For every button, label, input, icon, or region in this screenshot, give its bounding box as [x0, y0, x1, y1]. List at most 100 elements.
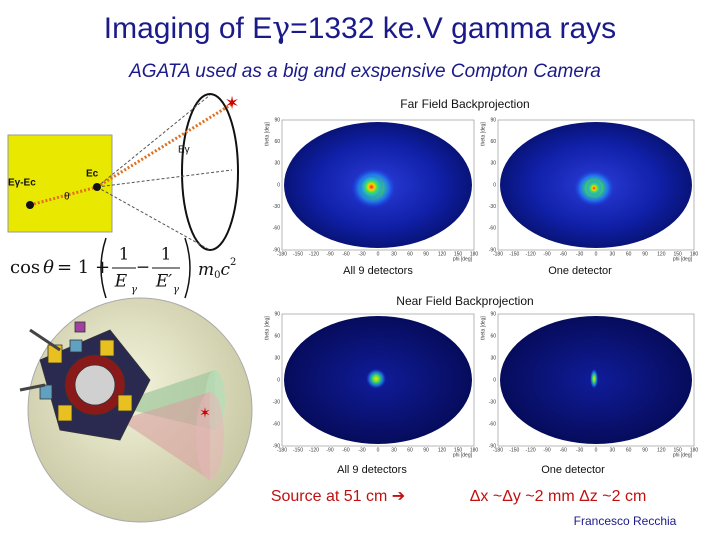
diagram-label: θ: [64, 192, 70, 203]
caption: All 9 detectors: [343, 265, 413, 277]
x-tick-label: 90: [642, 251, 648, 257]
x-tick-label: -30: [576, 251, 583, 257]
x-tick-label: -150: [293, 251, 303, 257]
formula-part: = 1 +: [57, 257, 110, 278]
formula-text: cos θ = 1 +: [10, 257, 110, 278]
x-tick-label: -120: [526, 251, 536, 257]
x-tick-label: 180: [690, 447, 699, 453]
y-tick-label: 90: [490, 311, 496, 317]
y-tick-label: 60: [490, 139, 496, 145]
x-tick-label: 150: [673, 447, 682, 453]
y-tick-label: 90: [274, 117, 280, 123]
diagram-label: Ec: [86, 169, 99, 180]
x-tick-label: 0: [377, 251, 380, 257]
formula-part: 0: [214, 270, 220, 281]
y-tick-label: 30: [274, 355, 280, 361]
y-axis-label: theta [deg]: [480, 316, 486, 340]
source-star: ✶: [199, 405, 211, 421]
y-tick-label: 30: [490, 355, 496, 361]
cone-base: [196, 392, 224, 480]
cone-line: [96, 186, 211, 251]
x-tick-label: -30: [358, 251, 365, 257]
subtitle: AGATA used as a big and exspensive Compt…: [128, 61, 601, 82]
x-tick-label: -150: [509, 447, 519, 453]
x-tick-label: -90: [543, 447, 550, 453]
caption: One detector: [541, 464, 605, 476]
y-tick-label: 0: [493, 182, 496, 188]
y-tick-label: 60: [274, 139, 280, 145]
x-tick-label: 120: [657, 447, 666, 453]
scatter-point: [93, 183, 101, 191]
y-axis-label: theta [deg]: [264, 316, 270, 340]
x-tick-label: -60: [560, 447, 567, 453]
x-tick-label: 90: [423, 447, 429, 453]
y-tick-label: 90: [490, 117, 496, 123]
paren: [184, 237, 191, 299]
hotspot: [590, 368, 599, 389]
formula-part: γ: [173, 285, 179, 296]
axis-line: [96, 169, 233, 188]
detector-box: [7, 134, 113, 233]
title-text: Imaging of E: [104, 12, 272, 45]
agata-render: ✶: [19, 297, 253, 523]
x-tick-label: 0: [595, 251, 598, 257]
x-tick-label: -60: [560, 251, 567, 257]
x-tick-label: 90: [642, 447, 648, 453]
formula-part: c: [221, 260, 231, 280]
x-axis-label: phi [deg]: [673, 256, 693, 262]
x-tick-label: -120: [309, 447, 319, 453]
x-tick-label: -90: [326, 251, 333, 257]
formula-part: cos: [10, 257, 40, 278]
y-axis-label: theta [deg]: [480, 122, 486, 146]
cone: [120, 392, 210, 480]
x-tick-label: 150: [454, 251, 463, 257]
x-tick-label: 30: [610, 251, 616, 257]
minus: −: [136, 258, 150, 278]
x-tick-label: -60: [342, 251, 349, 257]
x-tick-label: -120: [526, 447, 536, 453]
rod: [29, 328, 61, 352]
hotspot: [359, 174, 384, 199]
title-symbol: γ: [272, 11, 290, 46]
source-note: Source at 51 cm ➔: [271, 488, 405, 505]
y-tick-label: -30: [273, 204, 280, 210]
section-title: Near Field Backprojection: [396, 294, 533, 308]
x-tick-label: -180: [493, 251, 503, 257]
x-tick-label: 120: [438, 447, 447, 453]
x-tick-label: -150: [509, 251, 519, 257]
x-axis-label: phi [deg]: [453, 452, 473, 458]
hotspot: [366, 368, 387, 389]
title: Imaging of Eγ=1332 ke.V gamma rays: [104, 11, 616, 46]
y-tick-label: -60: [273, 226, 280, 232]
y-tick-label: 60: [490, 333, 496, 339]
hotspot: [586, 180, 603, 197]
gamma-path: [29, 185, 98, 207]
formula-part: E: [114, 272, 128, 292]
x-tick-label: 30: [391, 251, 397, 257]
x-axis-label: phi [deg]: [673, 452, 693, 458]
y-tick-label: 30: [490, 161, 496, 167]
section-title: Far Field Backprojection: [400, 97, 529, 111]
y-tick-label: -60: [273, 421, 280, 427]
formula-part: 1: [119, 245, 130, 265]
resolution: Δx ~Δy ~2 mm Δz ~2 cm: [470, 488, 647, 505]
y-tick-label: -60: [489, 421, 496, 427]
x-tick-label: 90: [423, 251, 429, 257]
x-axis-label: phi [deg]: [453, 256, 473, 262]
x-tick-label: 120: [438, 251, 447, 257]
cone-ellipse: [181, 93, 239, 251]
x-tick-label: 60: [626, 447, 632, 453]
caption: All 9 detectors: [337, 464, 407, 476]
compton-diagram: ✶ Eγ-Ec Ec θ Eγ: [7, 93, 240, 251]
x-tick-label: 120: [657, 251, 666, 257]
x-tick-label: 60: [407, 447, 413, 453]
x-tick-label: -150: [293, 447, 303, 453]
y-tick-label: 90: [274, 311, 280, 317]
y-tick-label: -90: [273, 443, 280, 449]
x-tick-label: -180: [277, 447, 287, 453]
